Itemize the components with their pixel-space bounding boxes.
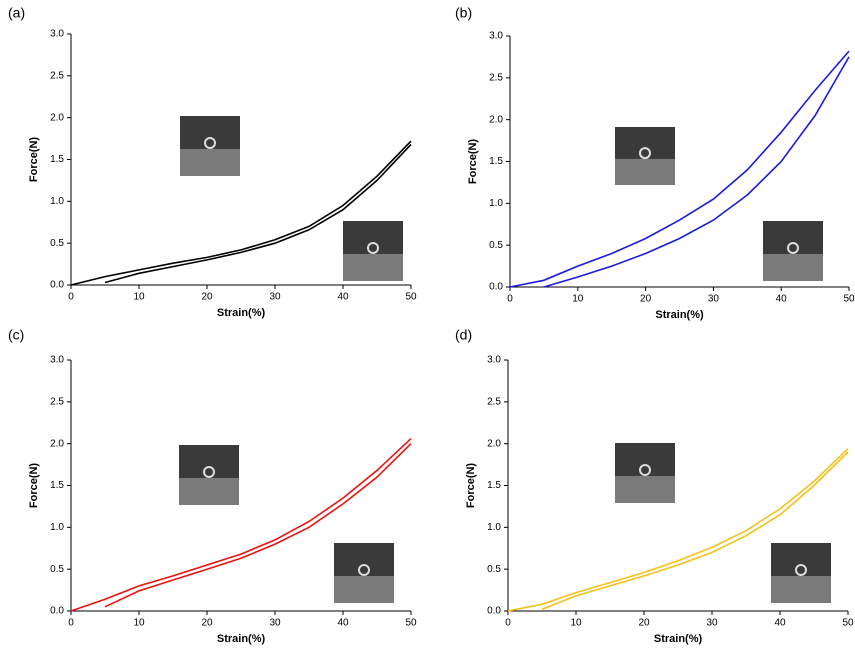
force-curve — [104, 143, 412, 284]
y-axis-title: Force(N) — [465, 463, 477, 509]
inset-sample — [204, 137, 216, 149]
inset-floor — [180, 149, 240, 176]
y-tick-label: 0.5 — [50, 238, 64, 249]
y-tick-label: 0.0 — [50, 280, 64, 291]
y-tick-label: 1.5 — [50, 154, 64, 165]
x-tick-label: 40 — [776, 294, 788, 305]
x-axis-title: Strain(%) — [654, 633, 703, 645]
x-tick-label: 30 — [706, 618, 718, 629]
y-tick-label: 0.5 — [50, 564, 64, 575]
x-tick-label: 0 — [505, 618, 511, 629]
panel-label: (b) — [455, 5, 472, 21]
y-tick-label: 1.0 — [50, 522, 64, 533]
y-tick-label: 1.5 — [50, 480, 64, 491]
y-tick-label: 2.0 — [50, 112, 64, 123]
x-tick-label: 40 — [337, 618, 349, 629]
force-curve — [70, 140, 412, 286]
y-tick-label: 2.5 — [50, 396, 64, 407]
y-tick-label: 2.0 — [487, 438, 501, 449]
x-tick-label: 20 — [640, 294, 652, 305]
inset-floor — [179, 478, 239, 505]
x-tick-label: 0 — [507, 294, 513, 305]
y-tick-label: 3.0 — [489, 31, 503, 42]
force-curve — [70, 438, 412, 612]
y-axis-title: Force(N) — [467, 139, 479, 185]
panel-label: (a) — [8, 5, 25, 21]
y-tick-label: 3.0 — [50, 355, 64, 366]
x-tick-label: 50 — [843, 294, 855, 305]
inset-floor — [343, 254, 403, 281]
y-tick-label: 0.0 — [50, 606, 64, 617]
x-tick-label: 10 — [570, 618, 582, 629]
y-axis-title: Force(N) — [28, 137, 40, 183]
y-axis-title: Force(N) — [28, 463, 40, 509]
inset-sample — [795, 564, 807, 576]
panel-label: (c) — [8, 327, 24, 343]
x-tick-label: 10 — [133, 292, 145, 303]
y-tick-label: 3.0 — [50, 29, 64, 40]
inset-sample — [367, 242, 379, 254]
x-axis-title: Strain(%) — [655, 309, 704, 321]
x-tick-label: 20 — [201, 618, 213, 629]
y-tick-label: 2.5 — [489, 72, 503, 83]
y-tick-label: 1.0 — [489, 198, 503, 209]
x-axis-title: Strain(%) — [217, 307, 266, 319]
x-tick-label: 50 — [842, 618, 854, 629]
x-tick-label: 30 — [269, 618, 281, 629]
y-tick-label: 3.0 — [487, 355, 501, 366]
y-tick-label: 0.0 — [487, 606, 501, 617]
force-curve — [543, 56, 850, 288]
inset-sample — [203, 466, 215, 478]
inset-sample — [639, 147, 651, 160]
inset-floor — [334, 576, 394, 603]
panel-label: (d) — [455, 327, 472, 343]
force-curve — [509, 50, 850, 288]
x-tick-label: 0 — [68, 618, 74, 629]
y-tick-label: 1.5 — [489, 156, 503, 167]
x-tick-label: 50 — [405, 292, 417, 303]
force-curve — [507, 448, 849, 612]
y-tick-label: 0.5 — [489, 240, 503, 251]
x-tick-label: 10 — [133, 618, 145, 629]
y-tick-label: 0.0 — [489, 282, 503, 293]
y-tick-label: 1.0 — [487, 522, 501, 533]
y-tick-label: 2.5 — [487, 396, 501, 407]
y-tick-label: 1.0 — [50, 196, 64, 207]
x-tick-label: 10 — [572, 294, 584, 305]
x-tick-label: 30 — [269, 292, 281, 303]
x-tick-label: 40 — [774, 618, 786, 629]
x-tick-label: 0 — [68, 292, 74, 303]
y-tick-label: 0.5 — [487, 564, 501, 575]
y-tick-label: 2.0 — [489, 114, 503, 125]
x-axis-title: Strain(%) — [217, 633, 266, 645]
x-tick-label: 30 — [708, 294, 720, 305]
inset-sample — [358, 564, 370, 576]
inset-sample — [639, 464, 651, 476]
y-tick-label: 1.5 — [487, 480, 501, 491]
x-tick-label: 20 — [201, 292, 213, 303]
y-tick-label: 2.5 — [50, 70, 64, 81]
inset-floor — [771, 576, 831, 603]
inset-floor — [615, 158, 675, 185]
x-tick-label: 50 — [405, 618, 417, 629]
force-curve — [104, 443, 412, 608]
y-tick-label: 2.0 — [50, 438, 64, 449]
force-curve — [541, 451, 849, 611]
x-tick-label: 40 — [337, 292, 349, 303]
x-tick-label: 20 — [638, 618, 650, 629]
inset-floor — [615, 476, 675, 503]
inset-sample — [787, 242, 799, 254]
inset-floor — [763, 254, 823, 281]
